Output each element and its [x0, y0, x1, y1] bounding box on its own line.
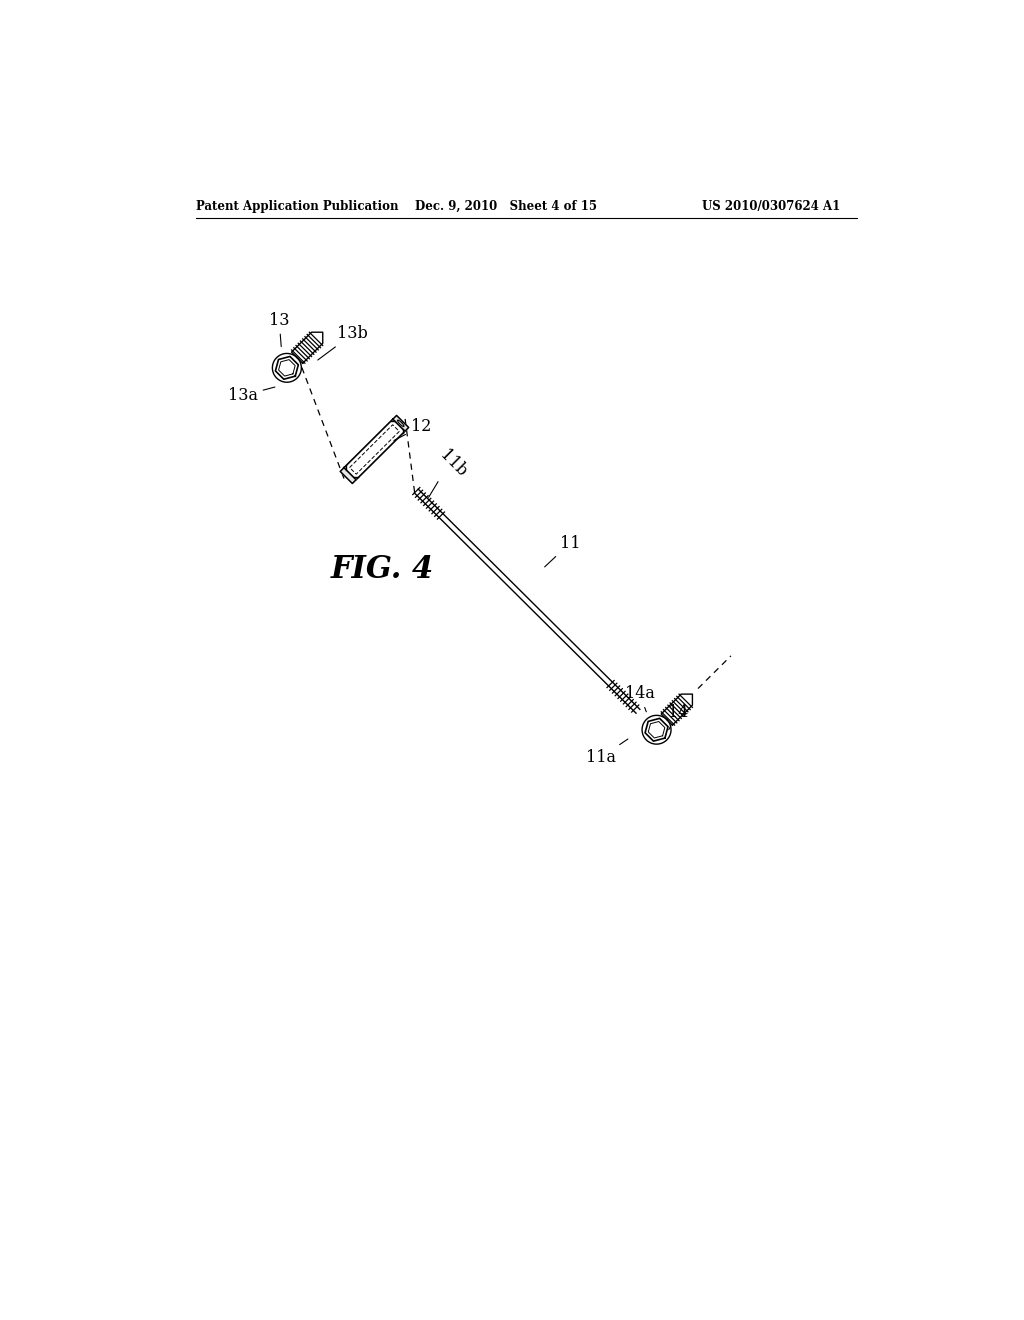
Text: 11a: 11a [586, 739, 628, 766]
Text: 14: 14 [668, 705, 688, 730]
Text: 11b: 11b [436, 446, 470, 480]
Text: Dec. 9, 2010   Sheet 4 of 15: Dec. 9, 2010 Sheet 4 of 15 [415, 199, 597, 213]
Polygon shape [645, 718, 668, 741]
Text: 13b: 13b [317, 326, 368, 360]
Polygon shape [415, 490, 640, 713]
Text: 13: 13 [269, 312, 290, 347]
Text: FIG. 4: FIG. 4 [331, 554, 433, 585]
Text: 12: 12 [394, 418, 431, 441]
Polygon shape [344, 420, 404, 479]
Polygon shape [393, 416, 409, 432]
Polygon shape [275, 356, 298, 379]
Text: Patent Application Publication: Patent Application Publication [197, 199, 398, 213]
Polygon shape [292, 333, 323, 363]
Polygon shape [340, 467, 356, 483]
Polygon shape [662, 694, 692, 725]
Text: US 2010/0307624 A1: US 2010/0307624 A1 [701, 199, 840, 213]
Polygon shape [642, 715, 671, 744]
Polygon shape [272, 354, 301, 383]
Text: 13a: 13a [227, 387, 274, 404]
Text: 14a: 14a [625, 685, 654, 711]
Text: 11: 11 [545, 535, 580, 566]
